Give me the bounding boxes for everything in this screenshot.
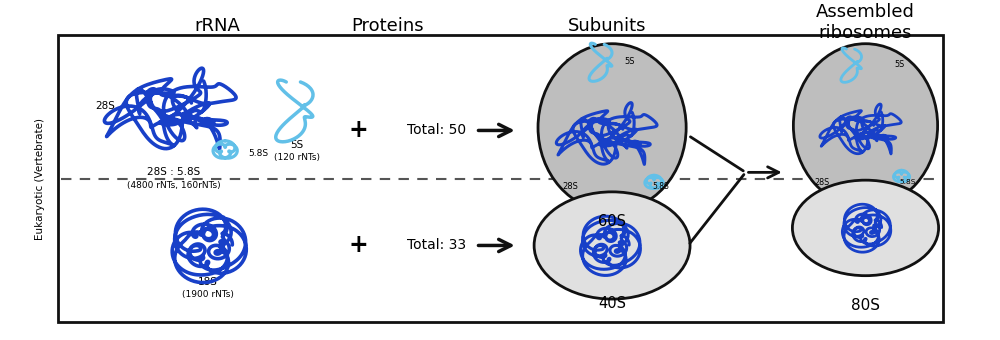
Text: Eukaryotic (Vertebrate): Eukaryotic (Vertebrate)	[35, 118, 45, 240]
Ellipse shape	[793, 44, 938, 207]
Text: 5.8S: 5.8S	[899, 179, 916, 185]
Text: 5S: 5S	[625, 57, 635, 66]
Text: 5.8S: 5.8S	[652, 183, 669, 191]
Text: (1900 rNTs): (1900 rNTs)	[182, 290, 234, 299]
Text: 5S: 5S	[895, 60, 905, 69]
FancyBboxPatch shape	[58, 35, 943, 322]
Text: 28S: 28S	[562, 183, 578, 191]
Ellipse shape	[538, 44, 686, 211]
Text: Subunits: Subunits	[568, 17, 646, 35]
Text: +: +	[349, 118, 369, 142]
Text: 28S: 28S	[95, 101, 115, 111]
Text: +: +	[349, 234, 369, 257]
Text: (120 rNTs): (120 rNTs)	[274, 153, 320, 162]
Text: 60S: 60S	[598, 214, 626, 228]
Text: 5.8S: 5.8S	[249, 149, 269, 158]
Text: 5S: 5S	[291, 140, 304, 150]
Text: 28S : 5.8S: 28S : 5.8S	[147, 167, 200, 177]
Text: Proteins: Proteins	[352, 17, 424, 35]
Text: Total: 33: Total: 33	[407, 238, 466, 253]
Ellipse shape	[534, 192, 690, 299]
Text: Total: 50: Total: 50	[407, 123, 466, 137]
Text: 80S: 80S	[851, 299, 880, 313]
Text: rRNA: rRNA	[194, 17, 240, 35]
Text: 18S: 18S	[198, 276, 218, 287]
Text: Assembled
ribosomes: Assembled ribosomes	[816, 3, 915, 42]
Ellipse shape	[792, 180, 939, 276]
Text: 40S: 40S	[598, 296, 626, 311]
Text: (4800 rNTs, 160rNTs): (4800 rNTs, 160rNTs)	[127, 181, 220, 189]
Text: 28S: 28S	[814, 177, 829, 187]
